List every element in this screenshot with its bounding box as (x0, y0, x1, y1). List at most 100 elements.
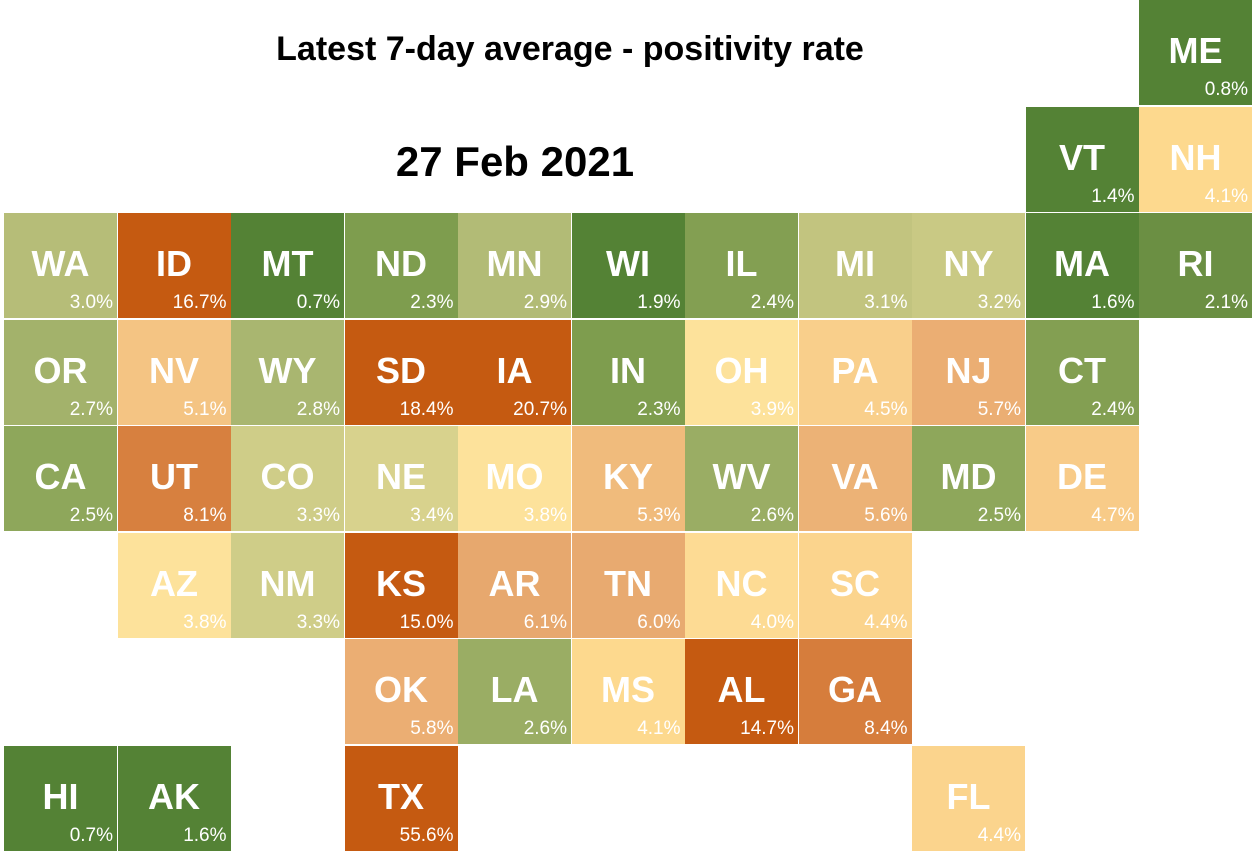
state-rate: 6.0% (637, 611, 681, 633)
state-tile-oh: OH 3.9% (685, 319, 798, 425)
state-rate: 4.1% (1204, 185, 1248, 207)
state-rate: 2.6% (750, 505, 794, 526)
state-rate: 5.8% (410, 718, 454, 739)
state-abbr: MI (835, 243, 875, 284)
state-rate: 3.4% (410, 505, 454, 526)
state-abbr: IN (610, 349, 646, 391)
state-abbr: IA (496, 349, 533, 391)
state-rate: 2.3% (410, 292, 454, 313)
state-abbr: WV (712, 456, 771, 497)
state-rate: 3.9% (750, 398, 794, 420)
state-rate: 3.3% (296, 505, 340, 526)
state-tile-ri: RI 2.1% (1139, 213, 1252, 318)
state-abbr: MO (485, 456, 544, 497)
state-rate: 6.1% (523, 611, 567, 633)
state-abbr: SD (375, 349, 426, 391)
state-tile-ia: IA 20.7% (458, 319, 571, 425)
state-tile-ut: UT 8.1% (117, 426, 231, 531)
state-tile-ky: KY 5.3% (571, 426, 685, 531)
state-tile-vt: VT 1.4% (1025, 106, 1139, 212)
state-tile-mo: MO 3.8% (458, 426, 571, 531)
state-rate: 8.1% (183, 505, 227, 526)
state-abbr: FL (946, 775, 991, 817)
state-rate: 2.5% (69, 505, 113, 526)
state-abbr: VA (831, 456, 879, 497)
state-rate: 3.3% (296, 611, 340, 633)
state-rate: 2.4% (750, 292, 794, 313)
state-tile-la: LA 2.6% (458, 639, 571, 744)
state-abbr: MA (1054, 243, 1110, 284)
state-tile-md: MD 2.5% (912, 426, 1025, 531)
state-tile-nm: NM 3.3% (231, 532, 344, 638)
state-abbr: LA (490, 669, 539, 710)
state-rate: 5.3% (637, 505, 681, 526)
state-tile-ct: CT 2.4% (1025, 319, 1139, 425)
state-rate: 2.6% (523, 718, 567, 739)
state-abbr: NC (715, 562, 768, 604)
state-tile-az: AZ 3.8% (117, 532, 231, 638)
state-rate: 20.7% (513, 398, 567, 420)
state-rate: 2.1% (1204, 292, 1248, 313)
state-rate: 15.0% (399, 611, 454, 633)
state-tile-ma: MA 1.6% (1025, 213, 1139, 318)
state-abbr: MS (601, 669, 655, 710)
state-rate: 2.4% (1091, 398, 1135, 420)
state-rate: 2.8% (296, 398, 340, 420)
map-title: Latest 7-day average - positivity rate (276, 30, 864, 68)
state-tile-nh: NH 4.1% (1139, 106, 1252, 212)
state-rate: 3.0% (69, 292, 113, 313)
state-tile-hi: HI 0.7% (4, 745, 117, 851)
state-abbr: DE (1056, 456, 1107, 497)
state-tile-nv: NV 5.1% (117, 319, 231, 425)
state-abbr: NY (943, 243, 994, 284)
state-rate: 18.4% (399, 398, 454, 420)
state-abbr: MT (261, 243, 314, 284)
state-rate: 0.7% (296, 292, 340, 313)
state-rate: 1.6% (1091, 292, 1135, 313)
state-rate: 4.4% (977, 824, 1021, 846)
state-tile-va: VA 5.6% (798, 426, 912, 531)
state-tile-co: CO 3.3% (231, 426, 344, 531)
state-tile-ny: NY 3.2% (912, 213, 1025, 318)
state-abbr: KS (375, 562, 426, 604)
state-tile-sd: SD 18.4% (344, 319, 458, 425)
state-rate: 55.6% (399, 824, 454, 846)
state-rate: 5.1% (183, 398, 227, 420)
state-tile-ar: AR 6.1% (458, 532, 571, 638)
state-abbr: HI (42, 775, 79, 817)
state-tile-nc: NC 4.0% (685, 532, 798, 638)
map-date: 27 Feb 2021 (395, 138, 635, 185)
state-abbr: OH (714, 349, 769, 391)
state-tile-il: IL 2.4% (685, 213, 798, 318)
state-rate: 1.4% (1091, 185, 1135, 207)
state-rate: 1.9% (637, 292, 681, 313)
state-abbr: RI (1177, 243, 1214, 284)
state-tile-ca: CA 2.5% (4, 426, 117, 531)
state-tile-mn: MN 2.9% (458, 213, 571, 318)
state-abbr: ID (156, 243, 192, 284)
state-abbr: NE (375, 456, 426, 497)
state-tile-wy: WY 2.8% (231, 319, 344, 425)
state-rate: 14.7% (740, 718, 794, 739)
state-rate: 4.0% (750, 611, 794, 633)
state-rate: 2.7% (69, 398, 113, 420)
state-abbr: GA (828, 669, 882, 710)
state-tile-or: OR 2.7% (4, 319, 117, 425)
state-tile-pa: PA 4.5% (798, 319, 912, 425)
state-abbr: AK (148, 775, 200, 817)
state-abbr: VT (1058, 136, 1105, 178)
state-rate: 3.2% (977, 292, 1021, 313)
state-abbr: ND (375, 243, 427, 284)
state-tile-nj: NJ 5.7% (912, 319, 1025, 425)
state-abbr: IL (725, 243, 758, 284)
state-tile-mi: MI 3.1% (798, 213, 912, 318)
state-rate: 0.8% (1204, 79, 1248, 100)
state-abbr: NJ (945, 349, 992, 391)
state-abbr: OR (33, 349, 88, 391)
state-rate: 1.6% (183, 824, 227, 846)
state-abbr: WA (31, 243, 90, 284)
state-abbr: TN (604, 562, 652, 604)
state-rate: 5.6% (864, 505, 908, 526)
state-abbr: NV (148, 349, 199, 391)
state-abbr: CO (260, 456, 315, 497)
